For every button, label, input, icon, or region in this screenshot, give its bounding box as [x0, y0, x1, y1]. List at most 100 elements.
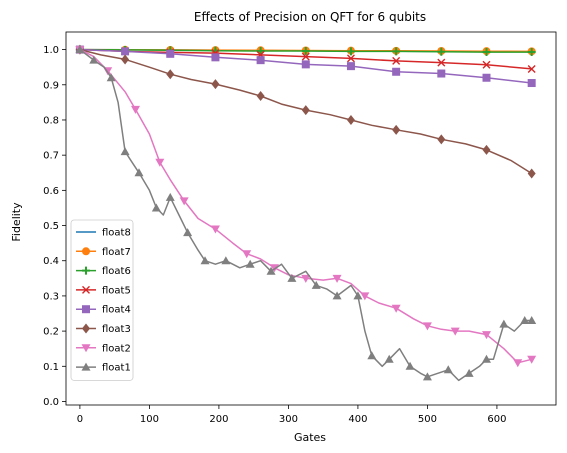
legend-item-float2: float2 [76, 343, 131, 354]
data-point-float1 [464, 368, 474, 377]
x-axis-label: Gates [294, 431, 326, 444]
data-point-float6 [346, 47, 355, 56]
series-float1 [75, 45, 537, 382]
legend-marker [81, 362, 91, 371]
legend: float8 float7 float6 float5 float4 float3 floa… [70, 219, 134, 381]
data-point-float2 [301, 274, 311, 283]
data-point-float3 [121, 54, 130, 65]
data-point-float4 [346, 62, 355, 71]
y-tick-label: 0.6 [43, 186, 59, 197]
legend-label: float6 [102, 266, 131, 277]
y-tick-label: 0.3 [43, 291, 59, 302]
data-point-float1 [287, 273, 297, 282]
legend-box [70, 219, 134, 381]
legend-label: float4 [102, 305, 131, 316]
data-point-float1 [75, 45, 85, 54]
legend-item-float5: float5 [76, 285, 131, 296]
data-point-float1 [353, 291, 363, 300]
data-point-float2 [360, 292, 370, 301]
legend-label: float1 [102, 363, 131, 374]
data-point-float2 [210, 225, 220, 234]
data-point-float2 [481, 331, 491, 340]
legend-marker [82, 323, 90, 334]
series-line-float2 [79, 48, 532, 364]
data-point-float1 [134, 168, 144, 177]
data-point-float4 [527, 79, 536, 88]
data-point-float5 [482, 60, 491, 69]
data-point-float4 [121, 47, 130, 56]
x-tick-label: 500 [418, 414, 437, 425]
data-point-float3 [392, 124, 401, 135]
series-float4 [75, 45, 536, 88]
data-point-float3 [527, 168, 536, 179]
data-point-float6 [301, 47, 310, 56]
legend-item-float4: float4 [76, 305, 131, 316]
data-point-float2 [332, 274, 342, 283]
data-point-float2 [131, 105, 141, 114]
data-point-float6 [392, 47, 401, 56]
y-axis-label: Fidelity [10, 202, 23, 242]
data-point-float4 [301, 60, 310, 69]
data-point-float1 [443, 365, 453, 374]
legend-item-float1: float1 [76, 362, 131, 374]
plot-frame [65, 31, 557, 406]
data-point-float1 [106, 73, 116, 82]
data-point-float1 [527, 316, 537, 325]
y-tick-label: 0.8 [43, 115, 59, 126]
data-point-float2 [450, 327, 460, 336]
data-point-float2 [513, 359, 523, 368]
legend-label: float3 [102, 324, 131, 335]
chart-title: Effects of Precision on QFT for 6 qubits [194, 10, 426, 24]
data-point-float2 [155, 158, 165, 167]
legend-label: float7 [102, 247, 131, 258]
x-tick-label: 0 [77, 414, 83, 425]
y-tick-label: 0.5 [43, 221, 59, 232]
data-point-float3 [482, 144, 491, 155]
data-point-float6 [437, 47, 446, 56]
data-point-float6 [256, 47, 265, 56]
y-tick-label: 0.7 [43, 151, 59, 162]
data-point-float1 [499, 319, 509, 328]
data-point-float3 [211, 79, 220, 90]
legend-label: float8 [102, 228, 131, 239]
data-point-float1 [311, 280, 321, 289]
data-point-float5 [392, 56, 401, 65]
data-point-float4 [392, 67, 401, 76]
legend-label: float5 [102, 285, 131, 296]
data-point-float6 [482, 48, 491, 57]
data-point-float4 [256, 56, 265, 65]
data-point-float3 [346, 114, 355, 125]
legend-label: float2 [102, 343, 131, 354]
data-point-float5 [437, 58, 446, 67]
data-point-float5 [527, 64, 536, 73]
y-tick-label: 1.0 [43, 45, 59, 56]
data-point-float2 [422, 322, 432, 331]
legend-marker [82, 285, 90, 294]
data-point-float4 [482, 73, 491, 82]
legend-marker [82, 305, 90, 314]
legend-marker [81, 344, 91, 353]
legend-marker [82, 266, 90, 275]
data-point-float1 [520, 316, 530, 325]
legend-marker [82, 247, 90, 256]
x-tick-label: 100 [140, 414, 159, 425]
legend-item-float3: float3 [76, 323, 131, 335]
legend-item-float8: float8 [76, 228, 131, 239]
legend-item-float6: float6 [76, 266, 131, 277]
y-tick-label: 0.2 [43, 327, 59, 338]
x-tick-label: 200 [209, 414, 228, 425]
data-point-float4 [437, 69, 446, 78]
data-point-float2 [527, 355, 537, 364]
data-point-float2 [179, 197, 189, 206]
data-point-float1 [266, 266, 276, 275]
x-tick-label: 300 [279, 414, 298, 425]
data-point-float1 [200, 256, 210, 265]
series-float2 [75, 46, 537, 368]
data-point-float1 [221, 256, 231, 265]
plot-area [75, 44, 537, 382]
data-point-float6 [527, 48, 536, 57]
data-point-float1 [422, 372, 432, 381]
data-point-float3 [437, 134, 446, 145]
x-tick-label: 400 [348, 414, 367, 425]
